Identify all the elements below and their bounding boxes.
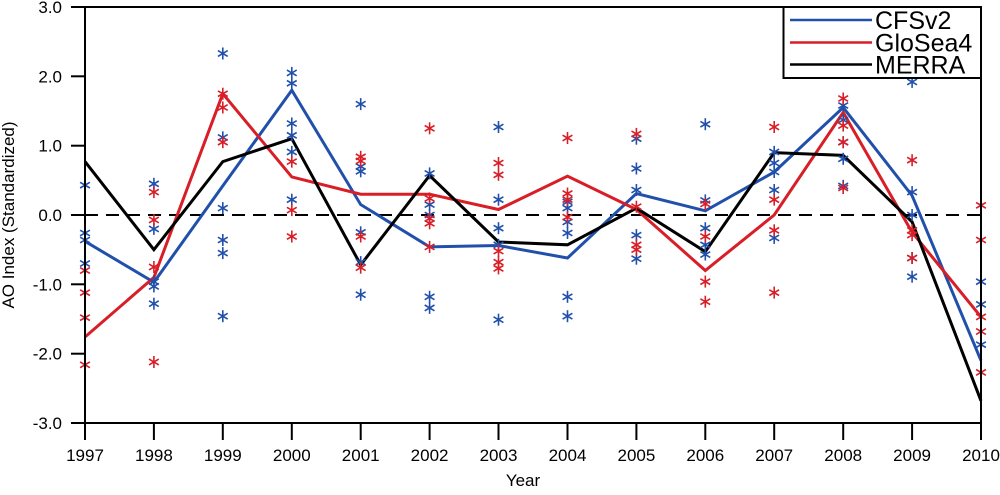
svg-text:1998: 1998 [135, 446, 173, 465]
x-axis-ticks: 1997 1998 1999 2000 2001 2002 2003 2004 2005 2006… [66, 423, 1000, 465]
svg-text:-1.0: -1.0 [33, 275, 62, 294]
series-lines [83, 87, 983, 402]
x-axis-title: Year [506, 471, 541, 490]
legend-label-cfsv2: CFSv2 [875, 7, 951, 35]
legend: CFSv2 GloSea4 MERRA [782, 6, 982, 80]
svg-text:2005: 2005 [617, 446, 655, 465]
svg-text:2004: 2004 [549, 446, 587, 465]
svg-text:2.0: 2.0 [38, 67, 62, 86]
y-axis-ticks: 3.0 2.0 1.0 0.0 -1.0 -2.0 -3.0 [33, 0, 85, 433]
svg-text:0.0: 0.0 [38, 206, 62, 225]
svg-text:2010: 2010 [962, 446, 1000, 465]
svg-text:-2.0: -2.0 [33, 345, 62, 364]
svg-text:-3.0: -3.0 [33, 414, 62, 433]
svg-text:2000: 2000 [273, 446, 311, 465]
svg-text:2003: 2003 [480, 446, 518, 465]
ensemble-markers [79, 47, 987, 379]
svg-text:1.0: 1.0 [38, 137, 62, 156]
svg-text:2001: 2001 [342, 446, 380, 465]
svg-text:1999: 1999 [204, 446, 242, 465]
svg-text:2007: 2007 [755, 446, 793, 465]
svg-text:2002: 2002 [411, 446, 449, 465]
svg-text:1997: 1997 [66, 446, 104, 465]
svg-text:2008: 2008 [824, 446, 862, 465]
plot-frame [84, 6, 982, 424]
y-axis-title: AO Index (Standardized) [0, 121, 18, 308]
legend-label-merra: MERRA [875, 52, 966, 80]
svg-text:2009: 2009 [893, 446, 931, 465]
legend-label-glosea4: GloSea4 [875, 30, 972, 58]
svg-text:2006: 2006 [686, 446, 724, 465]
svg-text:3.0: 3.0 [38, 0, 62, 17]
